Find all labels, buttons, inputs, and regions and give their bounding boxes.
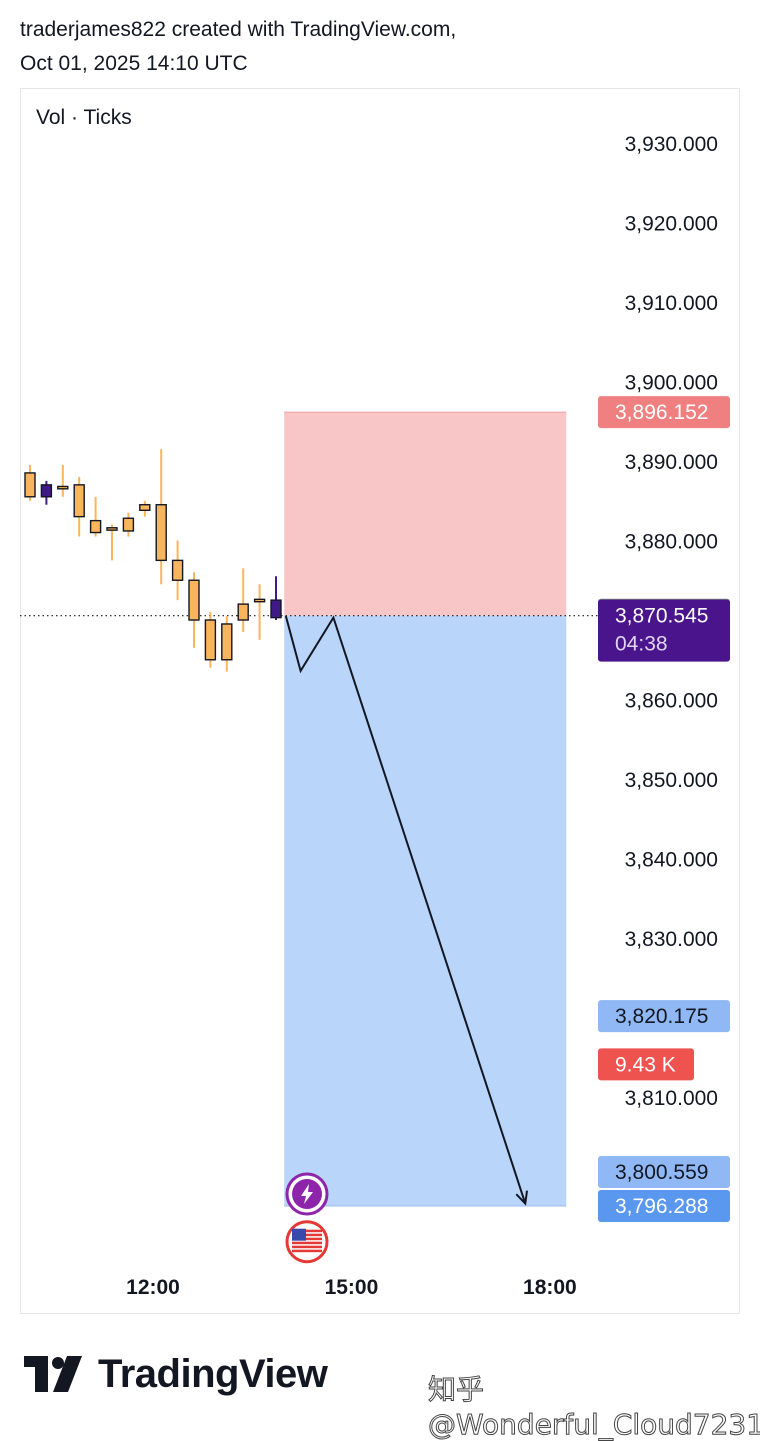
watermark-text: 知乎 @Wonderful_Cloud7231 xyxy=(427,1373,760,1441)
candle-body xyxy=(106,527,118,531)
y-axis-tick-label: 3,890.000 xyxy=(625,451,718,474)
y-axis-tick-label: 3,880.000 xyxy=(625,531,718,554)
candle-body xyxy=(188,579,200,621)
price-tag-target-level: 3,800.559 xyxy=(598,1156,730,1189)
candle-body xyxy=(204,619,217,661)
candle-body xyxy=(57,485,69,490)
candle[interactable] xyxy=(57,464,69,497)
price-tag-last-price: 3,870.545 04:38 xyxy=(598,599,730,662)
candle[interactable] xyxy=(106,524,118,561)
countdown-label: 04:38 xyxy=(615,633,668,656)
price-tag-bg xyxy=(598,1156,730,1189)
y-axis-tick-label: 3,930.000 xyxy=(625,133,718,156)
y-axis-tick-label: 3,850.000 xyxy=(625,769,718,792)
candle[interactable] xyxy=(122,512,135,537)
candle[interactable] xyxy=(139,500,151,517)
candle[interactable] xyxy=(73,476,85,537)
price-tag-target: 3,796.288 xyxy=(598,1190,730,1223)
take-profit-zone xyxy=(284,615,567,1207)
tradingview-logo-icon xyxy=(24,1356,84,1392)
header-date-line: Oct 01, 2025 14:10 UTC xyxy=(20,52,248,75)
price-tag-label: 3,800.559 xyxy=(615,1161,708,1184)
y-axis-tick-label: 3,810.000 xyxy=(625,1087,718,1110)
stop-loss-zone xyxy=(284,412,567,616)
us-flag-icon[interactable] xyxy=(285,1220,329,1264)
header-author-line: traderjames822 created with TradingView.… xyxy=(20,18,457,41)
lightning-icon[interactable] xyxy=(285,1172,329,1216)
price-tag-label: 9.43 K xyxy=(615,1053,676,1076)
projection-arrow-head xyxy=(515,1190,529,1206)
candle-body xyxy=(221,623,233,661)
candle[interactable] xyxy=(221,616,233,672)
y-axis-tick-label: 3,830.000 xyxy=(625,928,718,951)
candle-body xyxy=(73,484,85,518)
x-axis-tick-label: 15:00 xyxy=(325,1276,379,1299)
candle[interactable] xyxy=(171,540,184,601)
indicator-label[interactable]: Vol · Ticks xyxy=(36,106,132,129)
price-tag-stop: 3,896.152 xyxy=(598,396,730,429)
price-tag-target-level: 3,820.175 xyxy=(598,1000,730,1033)
price-tag-bg xyxy=(598,1190,730,1223)
y-axis-tick-label: 3,920.000 xyxy=(625,213,718,236)
candle-body xyxy=(253,598,266,603)
candle-body xyxy=(89,519,102,534)
candle-body xyxy=(40,484,53,498)
candle[interactable] xyxy=(40,480,53,505)
candle[interactable] xyxy=(204,612,217,668)
price-tag-label: 3,896.152 xyxy=(615,401,708,424)
price-tag-bg xyxy=(598,599,730,662)
price-tag-bg xyxy=(598,1048,694,1081)
candle-body xyxy=(24,472,36,498)
candle[interactable] xyxy=(270,576,282,620)
tradingview-wordmark: TradingView xyxy=(98,1351,328,1396)
candle-body xyxy=(139,504,151,511)
y-axis-tick-label: 3,910.000 xyxy=(625,292,718,315)
candle[interactable] xyxy=(89,496,102,537)
candle-body xyxy=(122,517,135,532)
price-tag-label: 3,870.545 xyxy=(615,605,708,628)
price-tag-label: 3,820.175 xyxy=(615,1005,708,1028)
candle-body xyxy=(237,603,249,621)
candle[interactable] xyxy=(155,449,167,585)
price-tag-bg xyxy=(598,396,730,429)
candle[interactable] xyxy=(237,568,249,632)
price-chart[interactable]: 3,930.000 3,920.000 3,910.000 3,900.000 3,89… xyxy=(0,0,760,1320)
y-axis-tick-label: 3,860.000 xyxy=(625,690,718,713)
candle[interactable] xyxy=(188,572,200,648)
price-tag-volume: 9.43 K xyxy=(598,1048,694,1081)
candle-body xyxy=(155,504,167,562)
price-tag-label: 3,796.288 xyxy=(615,1195,708,1218)
price-tag-bg xyxy=(598,1000,730,1033)
candle-body xyxy=(270,599,282,619)
tradingview-logo: TradingView xyxy=(24,1351,328,1396)
candle[interactable] xyxy=(24,464,36,501)
projection-arrow xyxy=(284,615,527,1204)
y-axis-tick-label: 3,900.000 xyxy=(625,372,718,395)
x-axis-tick-label: 12:00 xyxy=(126,1276,180,1299)
candle-body xyxy=(171,559,184,581)
candle[interactable] xyxy=(253,584,266,640)
x-axis-tick-label: 18:00 xyxy=(523,1276,577,1299)
y-axis-tick-label: 3,840.000 xyxy=(625,849,718,872)
